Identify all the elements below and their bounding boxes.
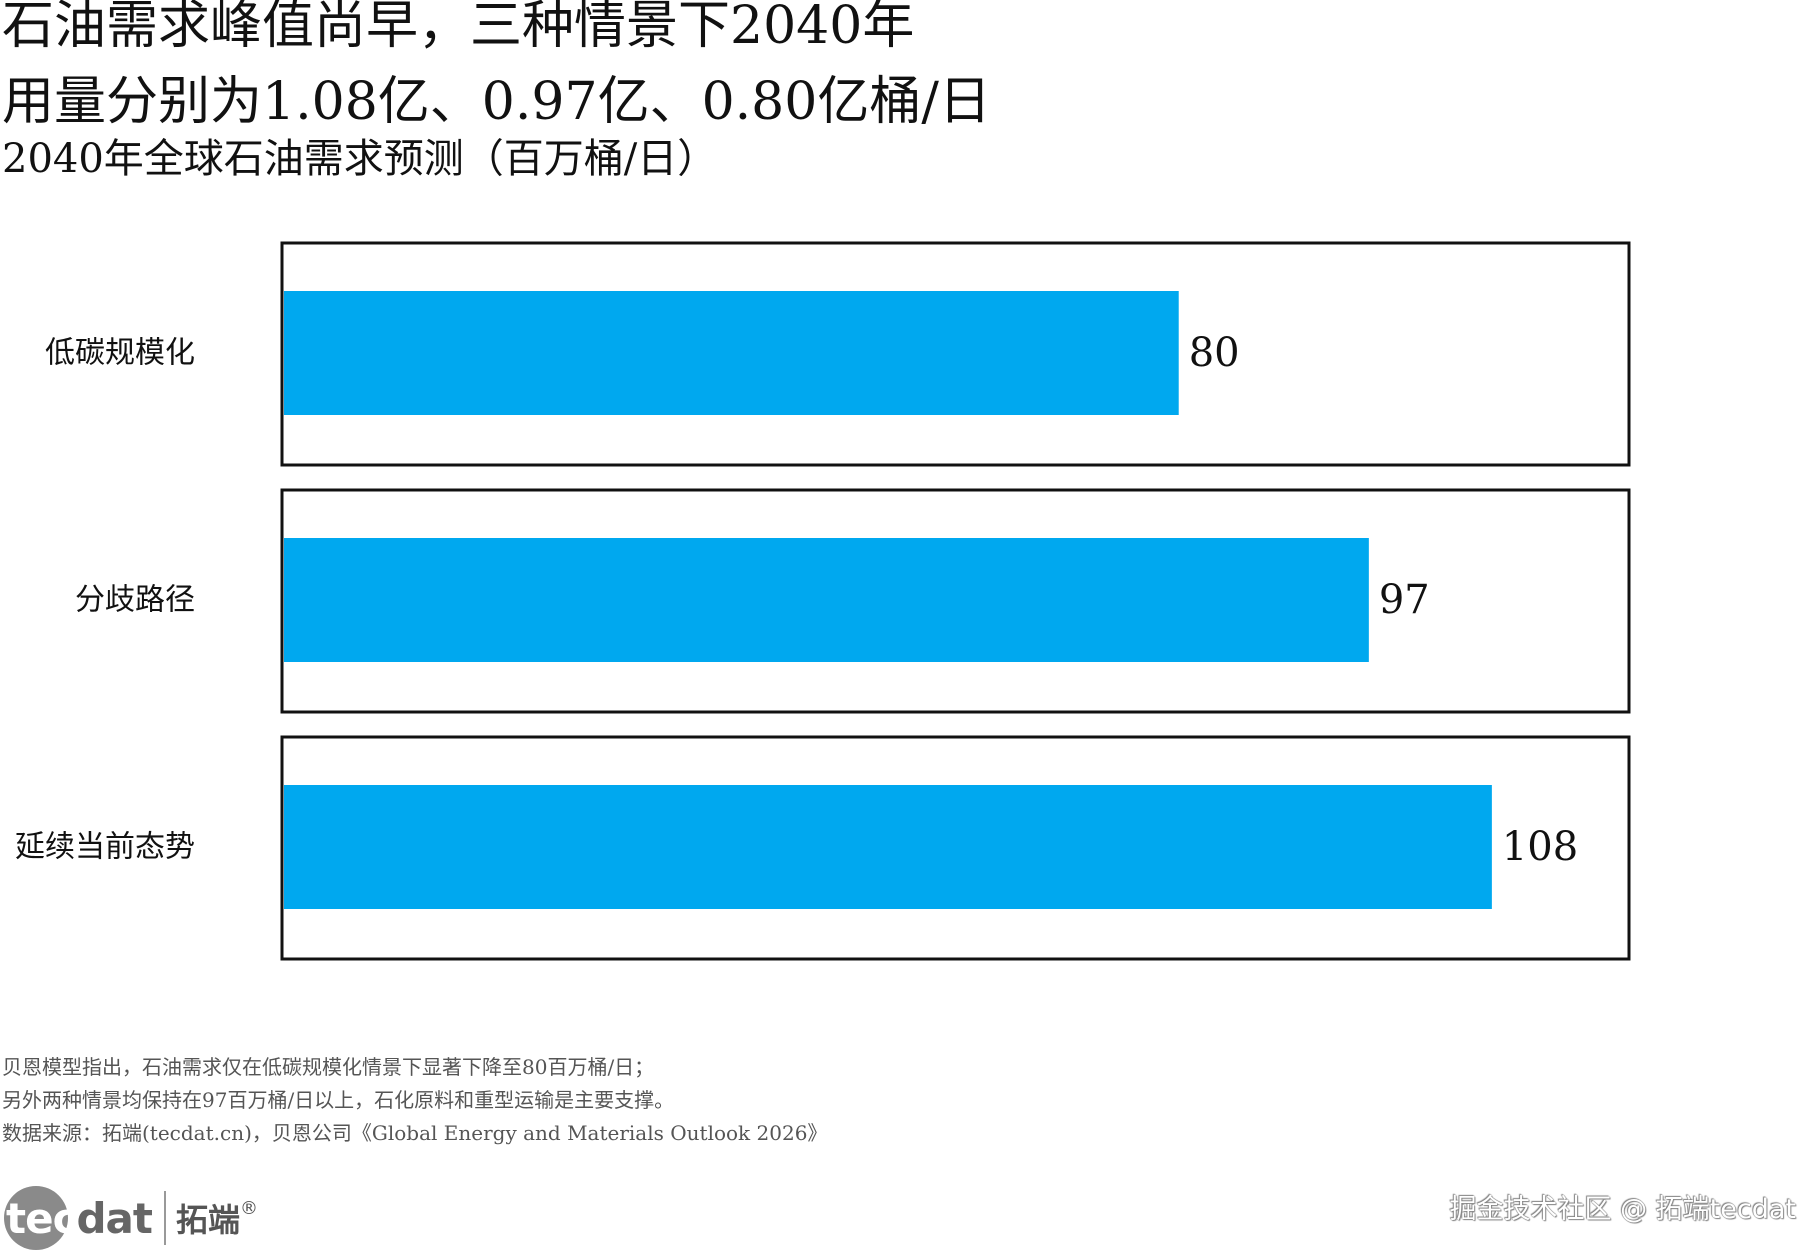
logo-chinese-text: 拓端	[175, 1201, 240, 1239]
bar	[284, 785, 1492, 909]
value-label: 97	[1379, 577, 1430, 623]
bar	[284, 538, 1369, 662]
chart-title-line-2: 用量分别为1.08亿、0.97亿、0.80亿桶/日	[2, 72, 991, 132]
watermark-text: 掘金技术社区 @ 拓端tecdat	[1449, 1194, 1796, 1225]
logo-divider	[163, 1191, 166, 1245]
bar	[284, 291, 1179, 415]
logo-dat-text: dat	[76, 1193, 152, 1243]
category-label: 延续当前态势	[15, 830, 195, 865]
chart-source-note: 数据来源：拓端(tecdat.cn)，贝恩公司《Global Energy an…	[2, 1121, 828, 1145]
logo-wordmark: tec dat	[4, 1185, 153, 1250]
chart-note-line-1: 贝恩模型指出，石油需求仅在低碳规模化情景下显著下降至80百万桶/日；	[2, 1055, 655, 1079]
logo-tec-text: tec	[6, 1193, 77, 1243]
bar-chart: 低碳规模化 80 分歧路径 97 延续当前态势 108	[15, 241, 1631, 961]
category-label: 低碳规模化	[45, 336, 195, 371]
category-label: 分歧路径	[75, 583, 195, 618]
bar-panel-frame	[280, 241, 1631, 467]
tecdat-logo: tec dat 拓端 ®	[4, 1185, 258, 1251]
chart-title-line-1: 石油需求峰值尚早，三种情景下2040年	[2, 0, 915, 56]
logo-circle-icon	[4, 1185, 68, 1250]
chart-subtitle: 2040年全球石油需求预测（百万桶/日）	[2, 136, 718, 182]
bar-panel-frame	[280, 488, 1631, 714]
chart-note-line-2: 另外两种情景均保持在97百万桶/日以上，石化原料和重型运输是主要支撑。	[2, 1088, 675, 1112]
value-label: 80	[1189, 330, 1240, 376]
bar-panel-frame	[280, 735, 1631, 961]
value-label: 108	[1502, 824, 1578, 870]
logo-registered-mark: ®	[239, 1197, 258, 1219]
